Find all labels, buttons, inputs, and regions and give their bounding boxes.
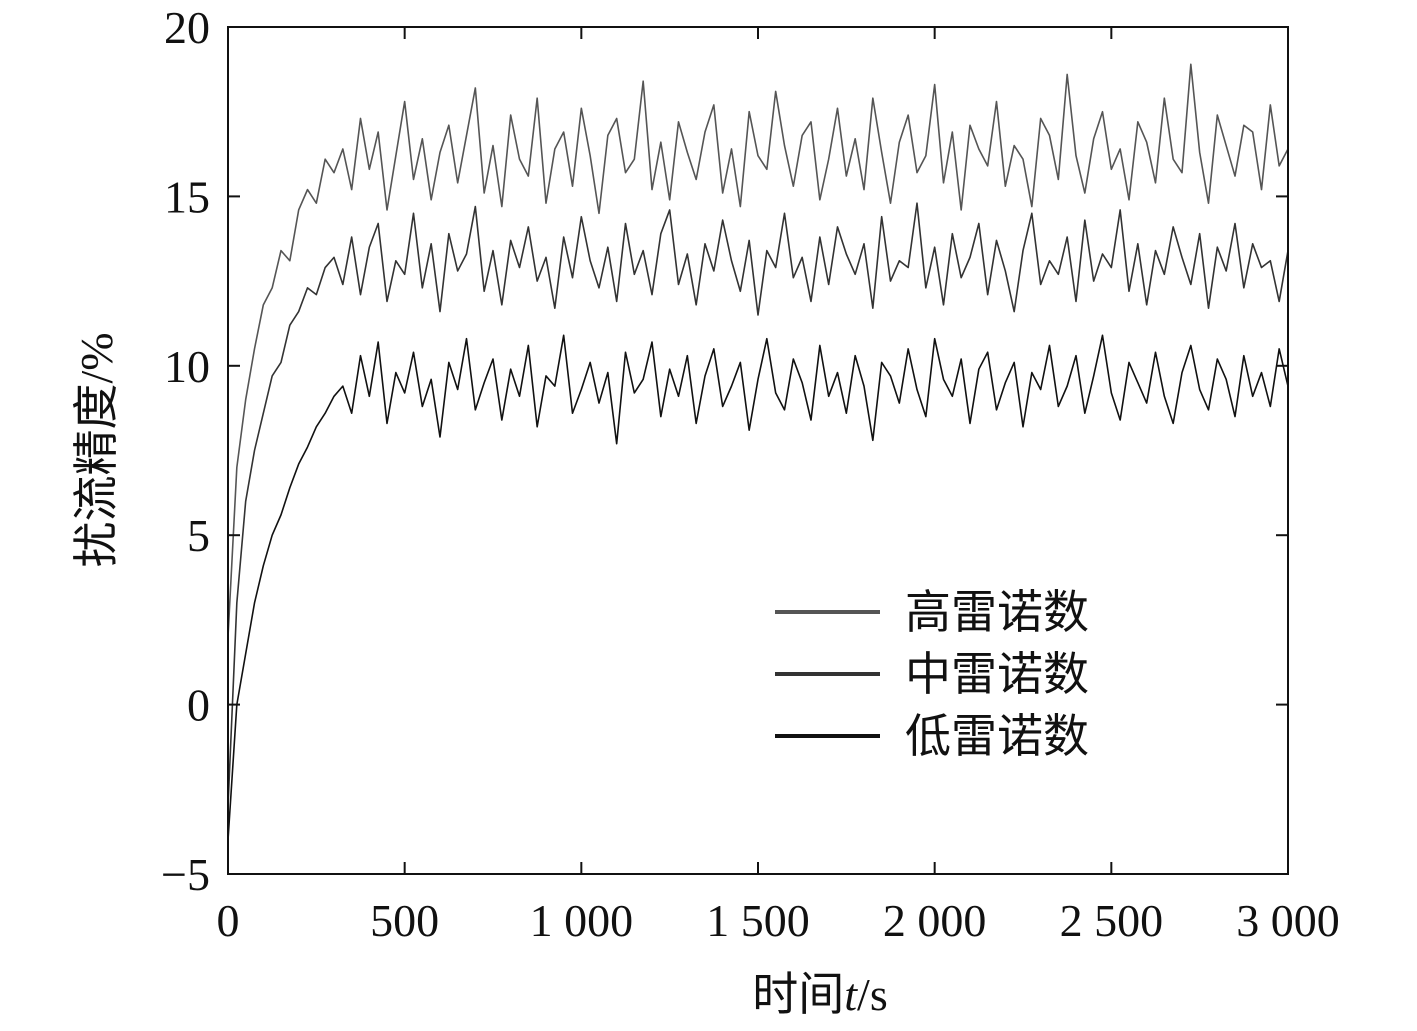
x-tick-label: 3 000: [1236, 895, 1340, 946]
legend-label: 中雷诺数: [905, 649, 1089, 700]
legend-label: 低雷诺数: [905, 711, 1089, 762]
data-line: [227, 202, 1289, 807]
y-tick-label: −5: [161, 849, 210, 900]
x-axis-label-part: 时间: [752, 969, 844, 1020]
y-tick-label: 0: [187, 680, 210, 731]
legend-label: 高雷诺数: [905, 587, 1089, 638]
x-tick-label: 1 000: [530, 895, 634, 946]
x-tick-label: 1 500: [706, 895, 810, 946]
y-tick-label: 20: [164, 2, 210, 53]
x-tick-label: 500: [370, 895, 439, 946]
y-tick-label: 5: [187, 510, 210, 561]
data-line: [227, 63, 1289, 637]
x-axis-label-part: /s: [857, 969, 888, 1020]
x-tick-label: 2 000: [883, 895, 987, 946]
x-axis-label: 时间t/s: [752, 969, 887, 1020]
data-line: [227, 334, 1289, 841]
x-tick-label: 0: [217, 895, 240, 946]
x-tick-label: 2 500: [1060, 895, 1164, 946]
y-axis-label: 扰流精度/%: [71, 332, 122, 567]
y-tick-label: 15: [164, 171, 210, 222]
y-tick-label: 10: [164, 341, 210, 392]
x-axis-label-part: t: [844, 969, 858, 1020]
